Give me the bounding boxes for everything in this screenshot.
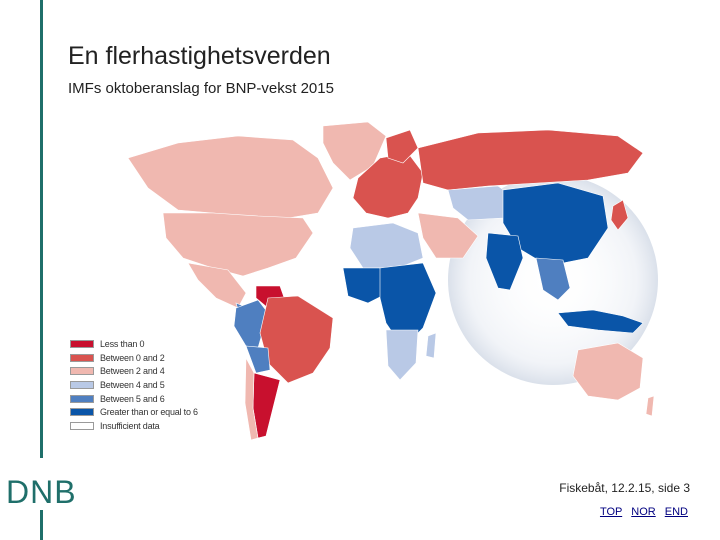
legend-swatch [70, 408, 94, 417]
region-brazil [259, 295, 334, 384]
legend-item: Between 4 and 5 [70, 378, 198, 392]
region-chile [244, 356, 259, 441]
slide-subtitle: IMFs oktoberanslag for BNP-vekst 2015 [68, 80, 334, 97]
region-india [485, 232, 524, 291]
region-greenland [322, 121, 387, 181]
legend-item: Greater than or equal to 6 [70, 405, 198, 419]
legend-label: Between 0 and 2 [100, 352, 165, 363]
region-bolivia [245, 345, 271, 374]
accent-line-gap [38, 458, 46, 510]
legend-label: Less than 0 [100, 338, 145, 349]
slide-title: En flerhastighetsverden [68, 42, 331, 70]
slide-footer: Fiskebåt, 12.2.15, side 3 [559, 481, 690, 495]
dnb-logo: DNB [6, 474, 77, 510]
region-new-zealand [645, 395, 655, 417]
nav-top-link[interactable]: TOP [599, 506, 623, 518]
legend-item: Between 2 and 4 [70, 364, 198, 378]
legend-swatch [70, 394, 94, 403]
region-china [502, 182, 609, 267]
region-madagascar [425, 332, 437, 359]
legend-item: Insufficient data [70, 419, 198, 433]
legend-label: Greater than or equal to 6 [100, 407, 198, 418]
region-north-africa [349, 222, 424, 269]
legend-label: Between 5 and 6 [100, 393, 165, 404]
region-indonesia [557, 309, 644, 334]
region-usa [162, 212, 314, 277]
region-canada [127, 135, 334, 219]
region-scandinavia [385, 129, 419, 164]
region-australia [572, 342, 644, 401]
region-middle-east [417, 212, 479, 259]
legend-swatch [70, 339, 94, 348]
legend-swatch [70, 421, 94, 430]
region-japan [610, 199, 629, 231]
legend-item: Between 5 and 6 [70, 392, 198, 406]
legend-swatch [70, 353, 94, 362]
legend-item: Less than 0 [70, 337, 198, 351]
legend-swatch [70, 367, 94, 376]
region-southeast-asia [535, 257, 571, 301]
region-southern-africa [385, 329, 419, 381]
legend-swatch [70, 380, 94, 389]
legend-label: Insufficient data [100, 420, 160, 431]
legend-label: Between 2 and 4 [100, 366, 165, 377]
nav-end-link[interactable]: END [664, 506, 688, 518]
nav-links: TOP NOR END [594, 506, 688, 518]
region-russia [417, 129, 644, 191]
nav-nor-link[interactable]: NOR [631, 506, 656, 518]
region-argentina [252, 372, 281, 439]
region-west-africa [342, 267, 389, 304]
world-map [127, 121, 658, 441]
map-legend: Less than 0 Between 0 and 2 Between 2 and … [70, 337, 198, 433]
legend-label: Between 4 and 5 [100, 379, 165, 390]
legend-item: Between 0 and 2 [70, 351, 198, 365]
accent-vertical-line [40, 0, 43, 540]
